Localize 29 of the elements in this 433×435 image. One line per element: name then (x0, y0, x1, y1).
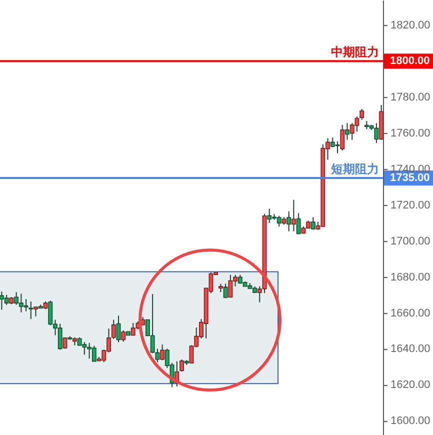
candlestick (160, 344, 164, 361)
y-tick-label: 1820.00 (390, 20, 430, 32)
candlestick (116, 315, 121, 343)
y-tick-label: 1660.00 (390, 307, 430, 320)
candlestick (360, 108, 364, 120)
candlestick (223, 283, 228, 299)
candlestick (286, 210, 292, 232)
candlestick (340, 124, 345, 151)
y-tick-label: 1680.00 (390, 271, 430, 284)
candlestick (296, 212, 301, 235)
y-tick-label: 1760.00 (390, 128, 430, 140)
candlestick (121, 330, 126, 342)
y-tick-label: 1720.00 (390, 199, 430, 212)
y-tick-label: 1800.00 (390, 55, 430, 68)
candlestick (310, 216, 316, 230)
y-tick-label: 1620.00 (390, 379, 430, 392)
ref-line-label: 短期阻力 (330, 162, 379, 176)
candlestick (155, 348, 160, 363)
candlestick (292, 199, 296, 232)
ref-line-label: 中期阻力 (331, 45, 379, 60)
y-tick-label: 1600.00 (390, 415, 430, 428)
candlestick (28, 300, 34, 320)
candlestick (180, 359, 184, 372)
y-tick-label: 1700.00 (390, 235, 430, 248)
y-tick-label: 1640.00 (390, 343, 430, 356)
y-tick-label: 1780.00 (390, 92, 430, 104)
candlestick (130, 322, 136, 336)
candlestick (345, 122, 350, 140)
candlestick (4, 294, 9, 306)
